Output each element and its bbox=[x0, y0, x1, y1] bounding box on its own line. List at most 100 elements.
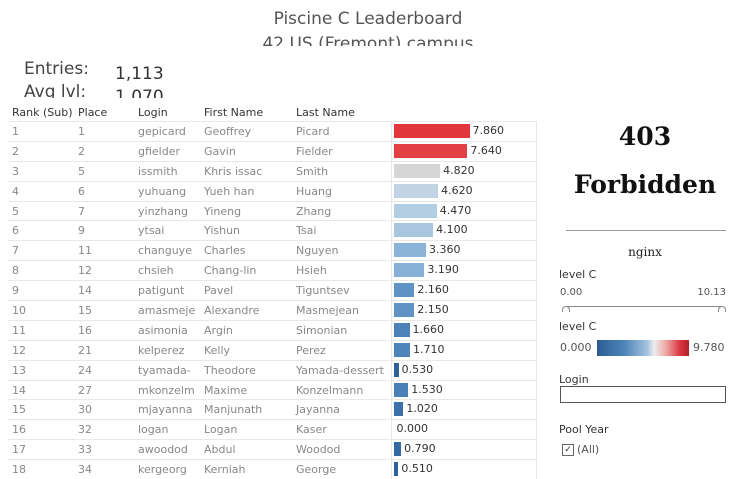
level-bar[interactable] bbox=[394, 383, 409, 397]
rank-cell: 5 bbox=[8, 201, 74, 221]
level-bar[interactable] bbox=[394, 184, 439, 198]
login-filter-input[interactable] bbox=[560, 386, 726, 403]
level-bar[interactable] bbox=[394, 462, 399, 476]
rank-cell: 16 bbox=[8, 420, 74, 440]
level-value: 4.470 bbox=[440, 204, 472, 218]
login-cell: amasmeje bbox=[134, 301, 200, 321]
level-bar-cell: 3.360 bbox=[391, 241, 536, 261]
login-cell: changuye bbox=[134, 241, 200, 261]
place-cell: 34 bbox=[74, 460, 134, 479]
level-bar[interactable] bbox=[394, 124, 470, 138]
pool-year-all-option[interactable]: ✓(All) bbox=[562, 443, 599, 456]
rank-cell: 12 bbox=[8, 340, 74, 360]
last-name-cell: Yamada-dessert bbox=[292, 360, 391, 380]
level-bar-cell: 1.530 bbox=[391, 380, 536, 400]
range-filter-label: level C bbox=[559, 268, 596, 281]
level-bar[interactable] bbox=[394, 164, 441, 178]
first-name-cell: Khris issac bbox=[200, 161, 292, 181]
first-name-cell: Abdul bbox=[200, 440, 292, 460]
level-bar-cell: 0.510 bbox=[391, 460, 536, 479]
level-bar[interactable] bbox=[394, 343, 411, 357]
level-range-slider[interactable] bbox=[562, 304, 726, 312]
level-bar[interactable] bbox=[394, 204, 437, 218]
rank-cell: 17 bbox=[8, 440, 74, 460]
level-bar[interactable] bbox=[394, 263, 425, 277]
level-value: 4.620 bbox=[441, 184, 473, 198]
level-bar[interactable] bbox=[394, 243, 426, 257]
slider-handle-max[interactable] bbox=[718, 306, 726, 312]
level-bar[interactable] bbox=[394, 303, 415, 317]
page-title: Piscine C Leaderboard bbox=[0, 9, 736, 29]
login-cell: asimonia bbox=[134, 320, 200, 340]
place-cell: 9 bbox=[74, 221, 134, 241]
level-bar[interactable] bbox=[394, 223, 434, 237]
place-cell: 5 bbox=[74, 161, 134, 181]
column-header-last-name[interactable]: Last Name bbox=[292, 104, 391, 122]
level-bar[interactable] bbox=[394, 402, 404, 416]
place-cell: 33 bbox=[74, 440, 134, 460]
place-cell: 30 bbox=[74, 400, 134, 420]
rank-cell: 18 bbox=[8, 460, 74, 479]
level-value: 1.660 bbox=[413, 323, 445, 337]
login-cell: mjayanna bbox=[134, 400, 200, 420]
level-bar-cell: 3.190 bbox=[391, 261, 536, 281]
place-cell: 6 bbox=[74, 181, 134, 201]
column-header-rank[interactable]: Rank (Sub) bbox=[8, 104, 74, 122]
first-name-cell: Kelly bbox=[200, 340, 292, 360]
slider-handle-min[interactable] bbox=[562, 306, 570, 312]
place-cell: 14 bbox=[74, 281, 134, 301]
column-header-place[interactable]: Place bbox=[74, 104, 134, 122]
entries-label: Entries: bbox=[24, 59, 89, 79]
level-bar[interactable] bbox=[394, 442, 402, 456]
level-bar[interactable] bbox=[394, 323, 410, 337]
slider-track[interactable] bbox=[566, 306, 722, 307]
level-value: 0.530 bbox=[402, 363, 434, 377]
level-bar-cell: 0.790 bbox=[391, 440, 536, 460]
checkbox-checked-icon[interactable]: ✓ bbox=[562, 444, 574, 456]
level-bar[interactable] bbox=[394, 283, 415, 297]
level-value: 7.860 bbox=[473, 124, 505, 138]
column-header-login[interactable]: Login bbox=[134, 104, 200, 122]
level-bar-cell: 1.020 bbox=[391, 400, 536, 420]
place-cell: 32 bbox=[74, 420, 134, 440]
level-value: 1.530 bbox=[411, 383, 443, 397]
avg-value: 1.070 bbox=[115, 87, 164, 98]
first-name-cell: Argin bbox=[200, 320, 292, 340]
last-name-cell: Jayanna bbox=[292, 400, 391, 420]
place-cell: 2 bbox=[74, 141, 134, 161]
rank-cell: 2 bbox=[8, 141, 74, 161]
level-value: 3.360 bbox=[429, 243, 461, 257]
level-bar[interactable] bbox=[394, 363, 399, 377]
first-name-cell: Charles bbox=[200, 241, 292, 261]
place-cell: 16 bbox=[74, 320, 134, 340]
last-name-cell: Kaser bbox=[292, 420, 391, 440]
last-name-cell: Woodod bbox=[292, 440, 391, 460]
range-values: 0.00 10.13 bbox=[560, 287, 726, 299]
level-bar-cell: 0.530 bbox=[391, 360, 536, 380]
column-header-first-name[interactable]: First Name bbox=[200, 104, 292, 122]
rank-cell: 4 bbox=[8, 181, 74, 201]
place-cell: 1 bbox=[74, 122, 134, 142]
place-cell: 15 bbox=[74, 301, 134, 321]
leaderboard-table: Rank (Sub) Place Login First Name Last N… bbox=[8, 104, 537, 479]
level-bar[interactable] bbox=[394, 144, 468, 158]
rank-cell: 11 bbox=[8, 320, 74, 340]
